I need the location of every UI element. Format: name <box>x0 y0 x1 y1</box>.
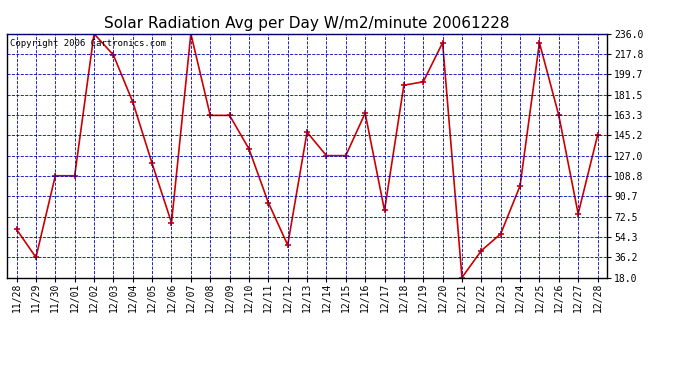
Title: Solar Radiation Avg per Day W/m2/minute 20061228: Solar Radiation Avg per Day W/m2/minute … <box>104 16 510 31</box>
Text: Copyright 2006 Cartronics.com: Copyright 2006 Cartronics.com <box>10 39 166 48</box>
